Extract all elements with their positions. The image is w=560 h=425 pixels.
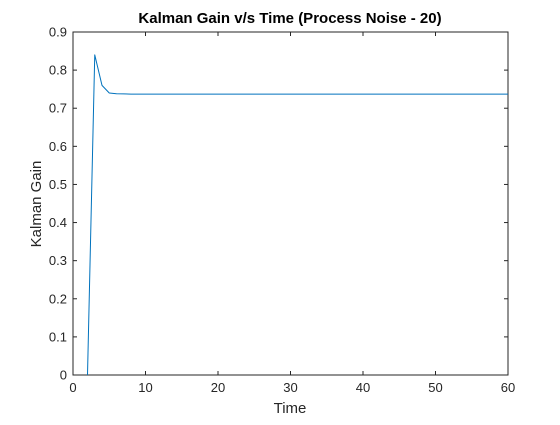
y-tick-label: 0.5 [49, 177, 67, 192]
x-tick-label: 30 [283, 380, 297, 395]
y-tick-label: 0 [60, 368, 67, 383]
x-tick-label: 0 [69, 380, 76, 395]
chart-title: Kalman Gain v/s Time (Process Noise - 20… [138, 10, 441, 27]
plot-area [73, 32, 508, 375]
x-axis: 0 10 20 30 40 50 60 [69, 32, 515, 395]
y-tick-label: 0.9 [49, 25, 67, 40]
y-tick-label: 0.7 [49, 101, 67, 116]
plot-box [73, 32, 508, 375]
y-tick-label: 0.8 [49, 63, 67, 78]
series-line [88, 55, 509, 375]
y-tick-label: 0.6 [49, 139, 67, 154]
series-layer [87, 55, 508, 375]
x-tick-label: 40 [356, 380, 370, 395]
y-tick-label: 0.4 [49, 215, 67, 230]
x-tick-label: 50 [428, 380, 442, 395]
x-tick-label: 10 [138, 380, 152, 395]
y-tick-label: 0.3 [49, 253, 67, 268]
x-tick-label: 60 [501, 380, 515, 395]
x-axis-label: Time [274, 400, 307, 417]
y-tick-label: 0.1 [49, 329, 67, 344]
y-axis: 0 0.1 0.2 0.3 0.4 0.5 0.6 0.7 0.8 0.9 [49, 25, 508, 383]
x-tick-label: 20 [211, 380, 225, 395]
y-tick-label: 0.2 [49, 291, 67, 306]
y-axis-label: Kalman Gain [28, 161, 45, 248]
